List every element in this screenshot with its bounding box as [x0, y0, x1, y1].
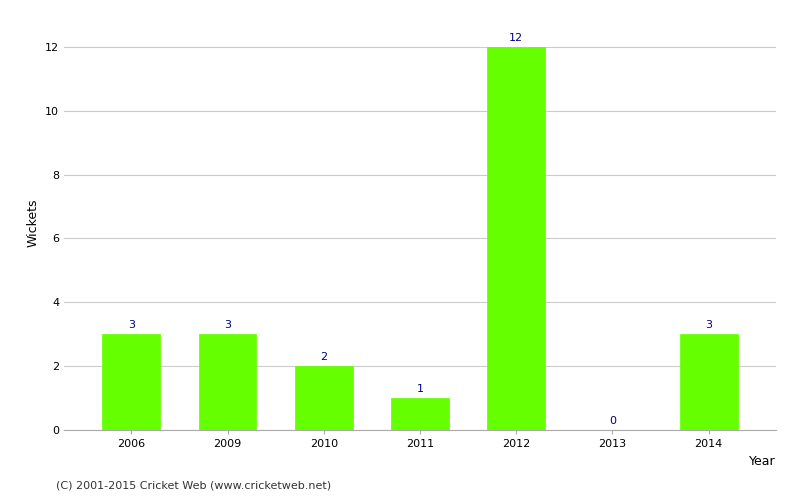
Text: 3: 3	[705, 320, 712, 330]
Bar	[487, 47, 545, 430]
Bar	[680, 334, 738, 430]
Bar	[198, 334, 257, 430]
Bar	[295, 366, 353, 430]
Text: 1: 1	[417, 384, 423, 394]
Bar	[391, 398, 449, 430]
Y-axis label: Wickets: Wickets	[26, 198, 39, 246]
Text: 3: 3	[128, 320, 135, 330]
Text: 0: 0	[609, 416, 616, 426]
Text: (C) 2001-2015 Cricket Web (www.cricketweb.net): (C) 2001-2015 Cricket Web (www.cricketwe…	[56, 480, 331, 490]
Bar	[102, 334, 160, 430]
Text: 12: 12	[509, 33, 523, 43]
Text: 2: 2	[320, 352, 327, 362]
Text: 3: 3	[224, 320, 231, 330]
X-axis label: Year: Year	[750, 454, 776, 468]
